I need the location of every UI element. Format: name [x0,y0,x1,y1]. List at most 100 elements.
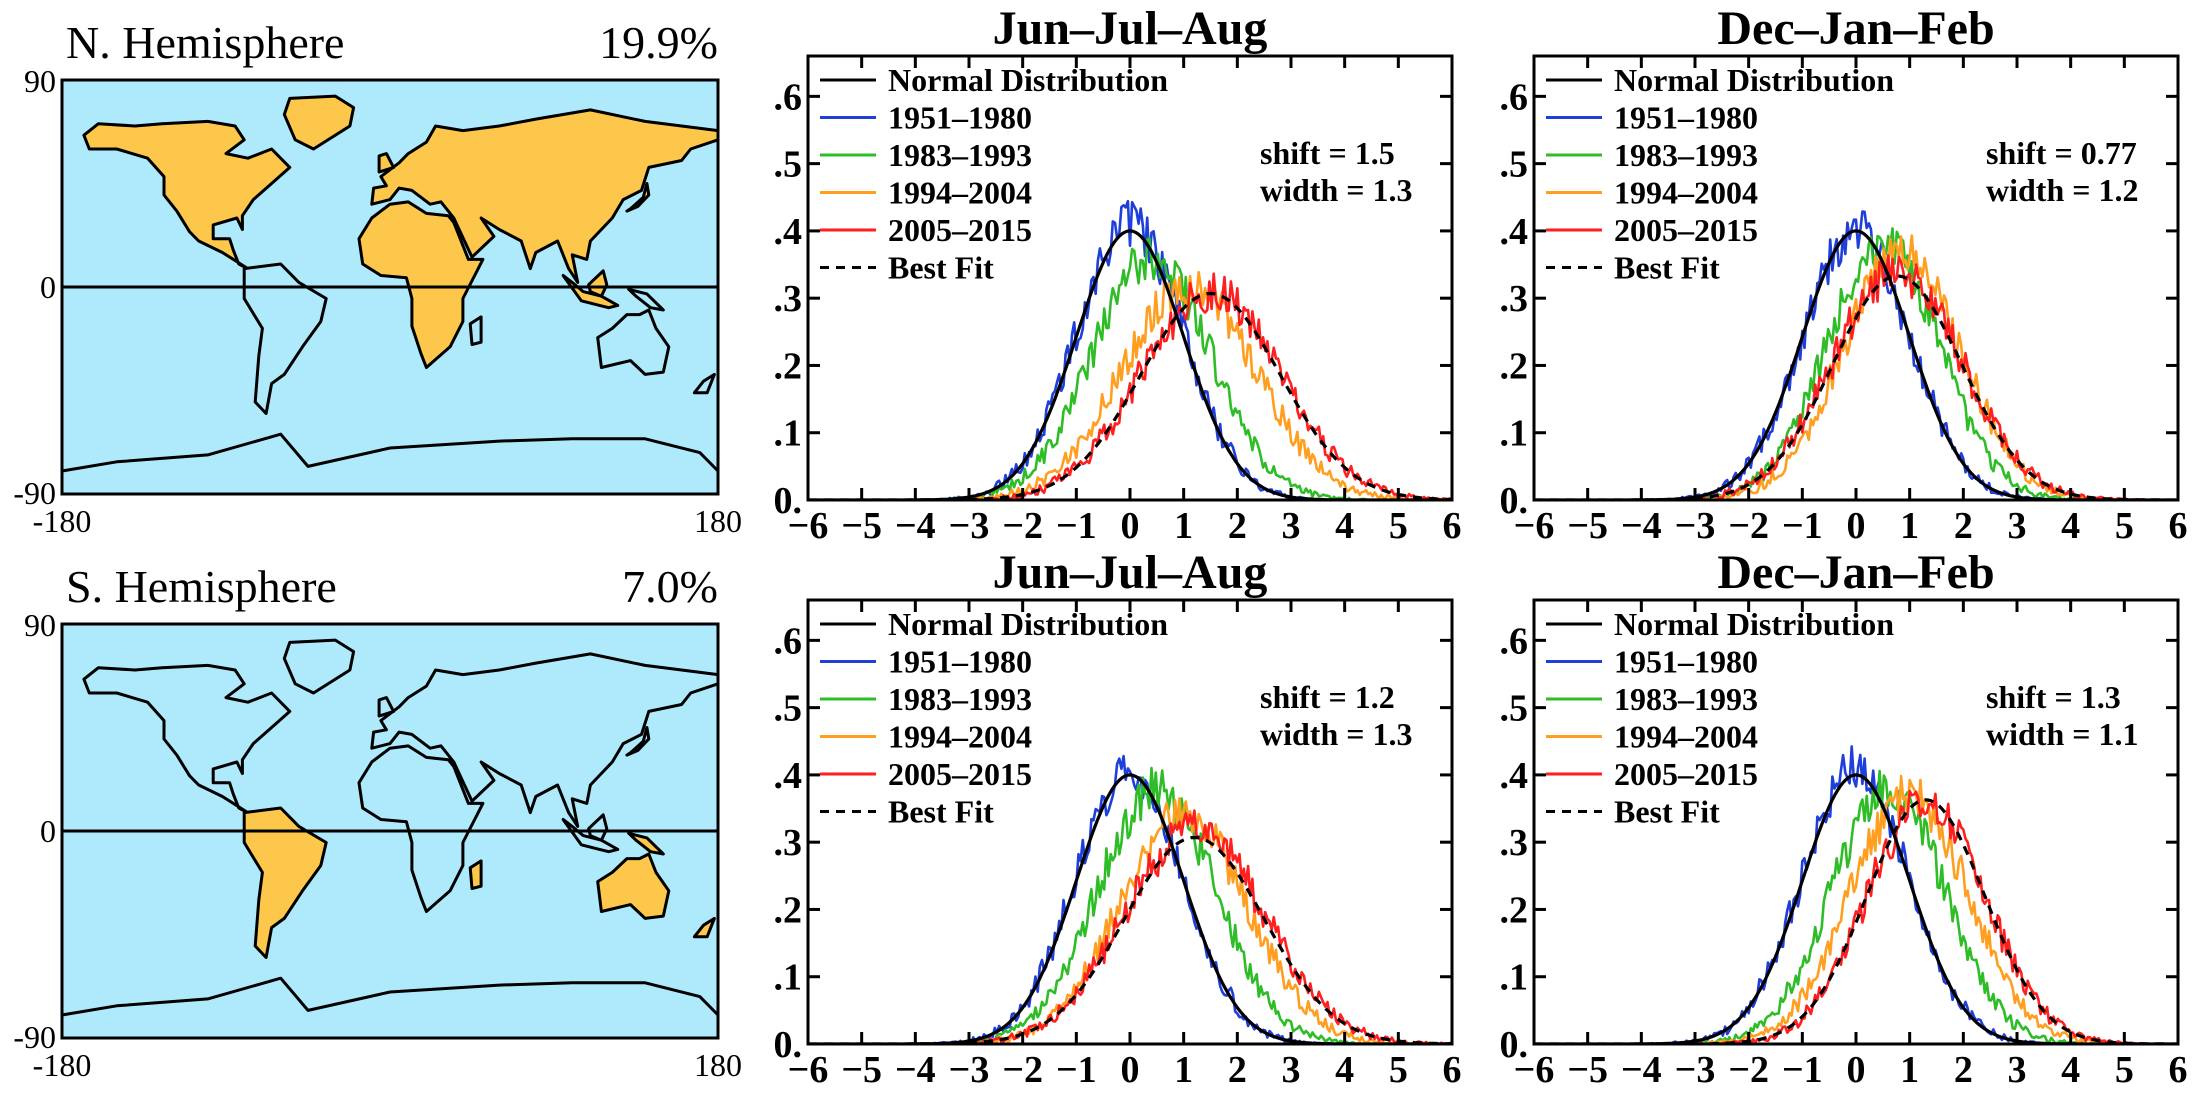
y-tick-label: 0. [774,480,803,522]
lon-tick-neg180: -180 [33,503,92,539]
x-tick-label: 0 [1121,505,1140,547]
legend: Normal Distribution1951–19801983–1993199… [1546,62,1894,286]
y-tick-label: 0. [1500,480,1529,522]
legend-label: 1994–2004 [888,175,1032,211]
series-line-2005-2015 [808,272,1452,500]
x-tick-label: −5 [841,1049,882,1091]
y-tick-label: .3 [1500,822,1529,864]
continent-new-zealand [692,916,716,939]
x-tick-label: −2 [1728,1049,1769,1091]
legend-label: Best Fit [888,794,994,830]
lat-tick-neg90: -90 [13,475,56,511]
lon-tick-180: 180 [694,1047,742,1083]
x-tick-label: −5 [1567,1049,1608,1091]
x-tick-label: −1 [1782,1049,1823,1091]
series-line-best-fit [1534,798,2178,1044]
x-tick-label: −6 [788,505,829,547]
continent-eurasia [370,108,720,284]
x-tick-label: 1 [1174,505,1193,547]
legend-label: Normal Distribution [888,62,1168,98]
map-south-hemisphere: S. Hemisphere 7.0% 90 0 -90 -180 180 [13,561,742,1083]
continent-indonesia [561,818,620,854]
legend-label: 2005–2015 [1614,756,1758,792]
width-annotation: width = 1.3 [1260,172,1412,208]
continent-australia [596,308,671,376]
chart-title: Dec–Jan–Feb [1717,546,1994,599]
x-tick-label: −1 [1056,1049,1097,1091]
y-tick-label: .4 [774,755,803,797]
x-tick-label: 1 [1900,1049,1919,1091]
x-tick-label: −5 [1567,505,1608,547]
y-tick-label: .6 [774,620,803,662]
series-line-best-fit [808,291,1452,500]
legend-label: 1951–1980 [1614,100,1758,136]
y-tick-label: .4 [1500,211,1529,253]
chart-sh-jja: Jun–Jul–Aug −6 −5 −4 −3 −2 −1 0 1 2 3 4 5 6 0. .1 .2 .3 .4… [774,546,1462,1091]
x-tick-label: −3 [949,505,990,547]
x-tick-label: 3 [2008,1049,2027,1091]
continent-north-america [82,663,292,815]
x-tick-label: 5 [1389,505,1408,547]
continent-new-guinea [627,831,665,856]
map-north-hemisphere: N. Hemisphere 19.9% 90 0 -90 -180 180 [13,17,742,539]
y-tick-label: .1 [774,957,803,999]
legend-label: 1983–1993 [1614,681,1758,717]
legend-label: Best Fit [1614,250,1720,286]
x-tick-label: 2 [1954,1049,1973,1091]
lat-tick-90: 90 [24,63,56,99]
legend-label: 1951–1980 [1614,644,1758,680]
series-line-best-fit [1534,274,2178,500]
x-tick-label: −2 [1002,505,1043,547]
chart-title: Jun–Jul–Aug [993,2,1268,55]
legend-label: 1951–1980 [888,644,1032,680]
x-tick-label: 3 [2008,505,2027,547]
legend-label: 1983–1993 [1614,137,1758,173]
y-tick-label: 0. [1500,1024,1529,1066]
continent-new-guinea [627,287,665,312]
continent-south-america [242,806,328,959]
series-line-2005-2015 [808,809,1452,1044]
chart-title: Dec–Jan–Feb [1717,2,1994,55]
x-tick-label: −6 [1514,505,1555,547]
legend-label: Normal Distribution [888,606,1168,642]
y-tick-label: .2 [1500,345,1529,387]
continent-australia [596,852,671,920]
y-tick-label: .5 [774,688,803,730]
map-percent: 19.9% [599,17,718,68]
y-tick-label: .1 [1500,413,1529,455]
x-tick-label: −2 [1728,505,1769,547]
x-tick-label: −2 [1002,1049,1043,1091]
x-tick-label: 5 [1389,1049,1408,1091]
continent-greenland [282,638,356,695]
continents [60,638,720,1040]
y-tick-label: .5 [774,144,803,186]
legend-label: Normal Distribution [1614,62,1894,98]
x-tick-label: 2 [1228,505,1247,547]
legend-label: Best Fit [1614,794,1720,830]
legend: Normal Distribution1951–19801983–1993199… [1546,606,1894,830]
shift-annotation: shift = 1.5 [1260,135,1395,171]
x-tick-label: 4 [1335,505,1354,547]
y-tick-label: .6 [1500,620,1529,662]
map-frame [60,622,720,1040]
series-line-1983-1993 [1534,227,2178,500]
x-tick-label: 1 [1900,505,1919,547]
y-tick-label: .5 [1500,144,1529,186]
y-tick-label: 0. [774,1024,803,1066]
continent-south-america [242,262,328,415]
x-tick-label: −6 [788,1049,829,1091]
y-tick-label: .3 [1500,278,1529,320]
chart-nh-djf: Dec–Jan–Feb −6 −5 −4 −3 −2 −1 0 1 2 3 4 5 6 0. .1 .2 .3 .4… [1500,2,2188,547]
y-tick-label: .6 [1500,76,1529,118]
lat-tick-0: 0 [40,813,56,849]
map-percent: 7.0% [622,561,718,612]
x-tick-label: −1 [1056,505,1097,547]
x-tick-label: −4 [1621,1049,1662,1091]
legend-label: Normal Distribution [1614,606,1894,642]
chart-title: Jun–Jul–Aug [993,546,1268,599]
x-tick-label: 4 [2061,1049,2080,1091]
continent-africa [357,744,485,913]
legend-label: 2005–2015 [888,756,1032,792]
x-tick-label: −3 [1675,1049,1716,1091]
continent-greenland [282,94,356,151]
